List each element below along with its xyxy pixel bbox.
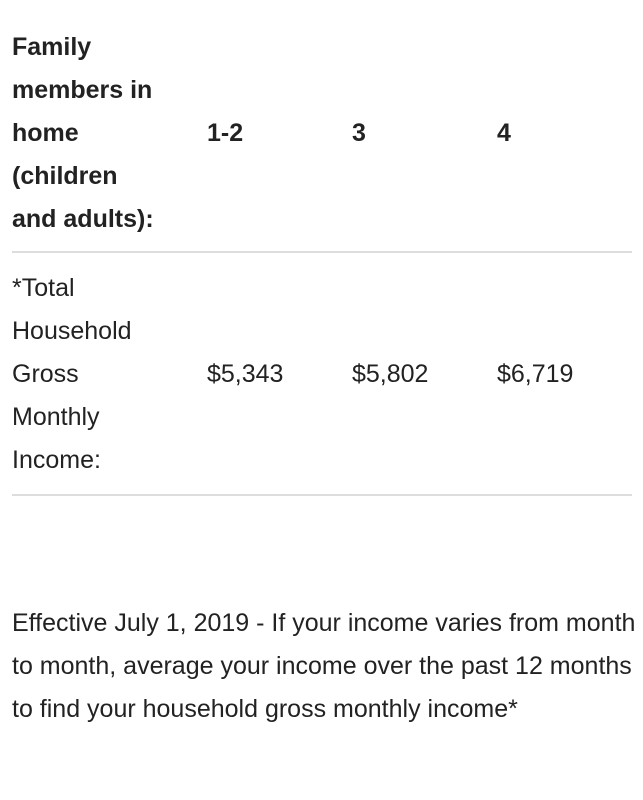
income-table: Family members in home (children and adu… (12, 26, 632, 496)
header-4: 4 (497, 119, 511, 147)
value-4: $6,719 (497, 360, 574, 388)
header-row: Family members in home (children and adu… (12, 26, 632, 252)
table-row: *Total Household Gross Monthly Income: $… (12, 252, 632, 495)
header-family-members: Family members in home (children and adu… (12, 33, 154, 233)
value-1-2: $5,343 (207, 360, 284, 388)
value-3: $5,802 (352, 360, 429, 388)
effective-note: Effective July 1, 2019 - If your income … (12, 609, 636, 723)
header-1-2: 1-2 (207, 119, 244, 147)
row-label: *Total Household Gross Monthly Income: (12, 274, 132, 474)
header-3: 3 (352, 119, 366, 147)
